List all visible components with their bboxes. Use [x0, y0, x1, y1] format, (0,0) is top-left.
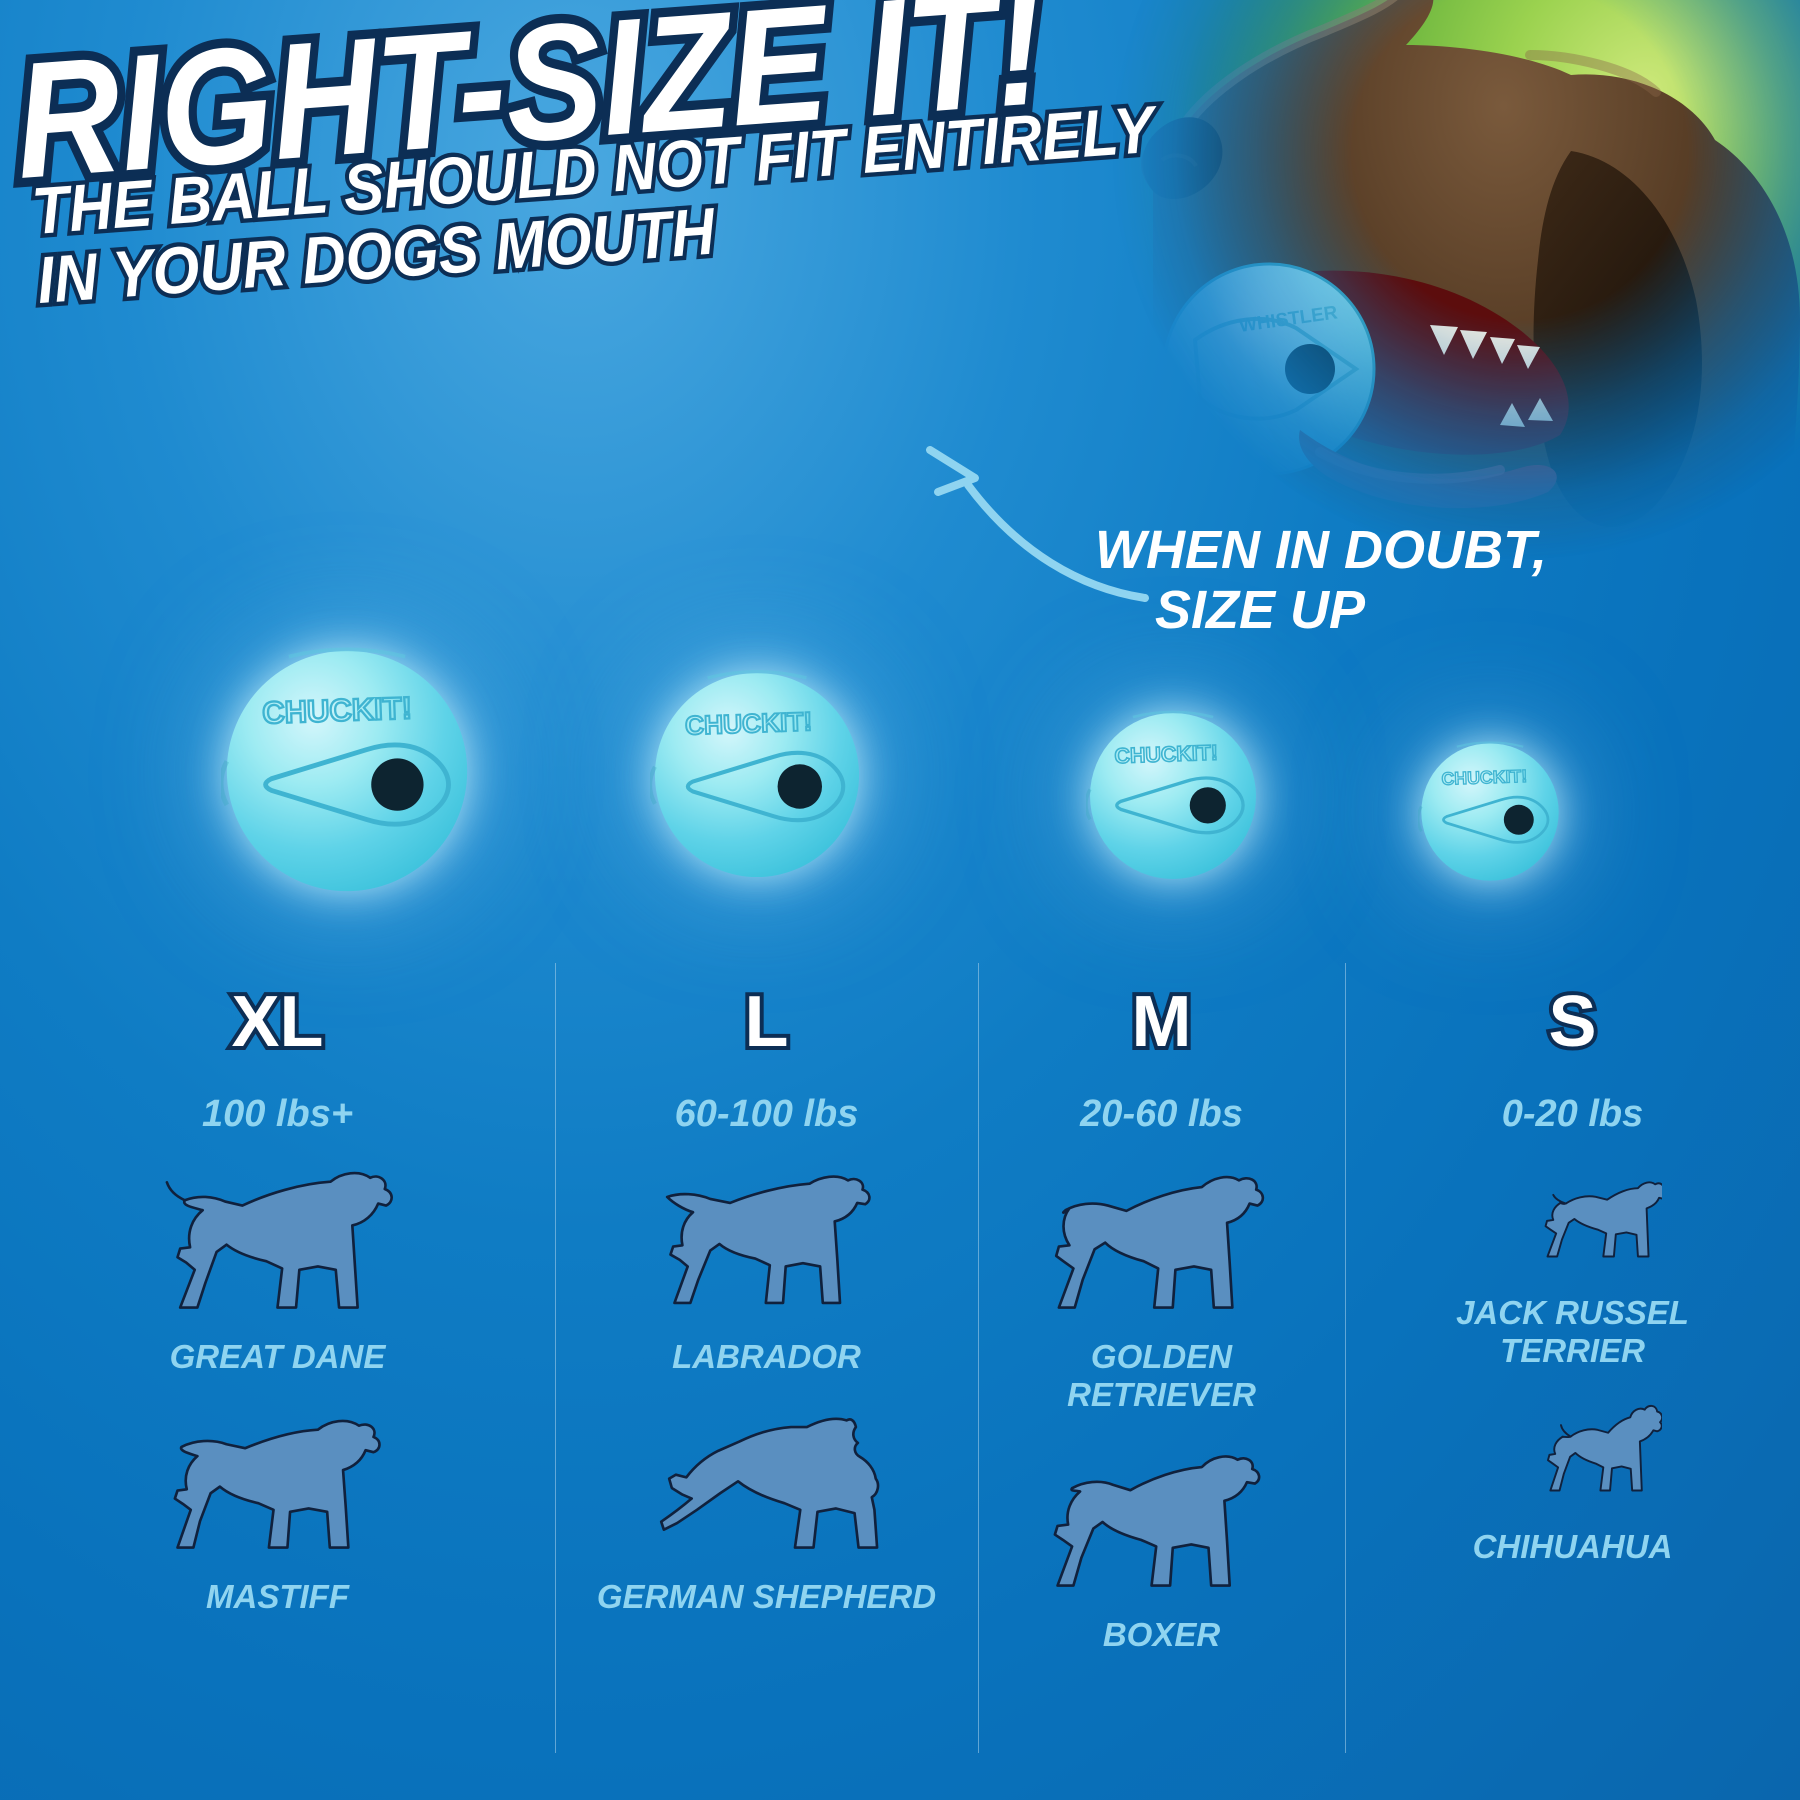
svg-text:CHUCKIT!: CHUCKIT!	[1441, 766, 1527, 789]
svg-text:CHUCKIT!: CHUCKIT!	[262, 690, 413, 730]
svg-text:CHUCKIT!: CHUCKIT!	[685, 706, 813, 740]
svg-text:CHUCKIT!: CHUCKIT!	[1114, 741, 1218, 769]
